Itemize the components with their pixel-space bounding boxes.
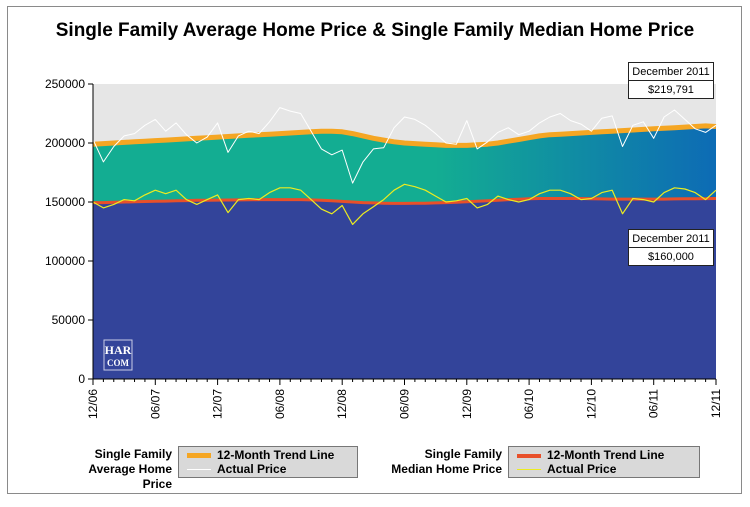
chart-frame bbox=[7, 6, 742, 494]
median-area bbox=[93, 198, 716, 379]
y-tick-label: 150000 bbox=[45, 195, 85, 209]
legend-swatch-median-actual bbox=[517, 469, 541, 471]
average-trend-line bbox=[92, 123, 717, 148]
callout-average-label: December 2011 bbox=[629, 63, 713, 81]
legend-median-trend-label: 12-Month Trend Line bbox=[547, 448, 665, 462]
callout-median-value: $160,000 bbox=[648, 251, 694, 263]
legend-average-actual: Actual Price bbox=[187, 462, 286, 477]
y-tick-label: 0 bbox=[78, 372, 85, 386]
legend-average-label-line2: Average Home Price bbox=[88, 462, 172, 491]
callout-median: December 2011 $160,000 bbox=[628, 229, 714, 266]
x-tick-label: 12/06 bbox=[86, 389, 100, 419]
y-tick-label: 100000 bbox=[45, 254, 85, 268]
legend-median-trend: 12-Month Trend Line bbox=[517, 448, 664, 463]
har-logo-text: HAR bbox=[105, 343, 132, 357]
median-trend-line bbox=[93, 197, 717, 205]
x-tick-label: 06/11 bbox=[647, 389, 661, 418]
y-tick-label: 200000 bbox=[45, 136, 85, 150]
legend-average-trend-label: 12-Month Trend Line bbox=[217, 448, 335, 462]
legend-median-actual-label: Actual Price bbox=[547, 462, 617, 476]
legend-average-trend: 12-Month Trend Line bbox=[187, 448, 334, 463]
x-tick-label: 06/09 bbox=[398, 389, 412, 419]
har-logo-frame bbox=[103, 339, 133, 371]
legend-average-label-line1: Single Family bbox=[94, 447, 172, 461]
legend-swatch-average-trend bbox=[187, 453, 211, 459]
x-tick-label: 06/10 bbox=[522, 389, 536, 419]
y-tick-label: 250000 bbox=[45, 77, 85, 91]
x-tick-label: 12/09 bbox=[460, 389, 474, 419]
x-tick-label: 12/11 bbox=[709, 389, 723, 418]
x-tick-label: 06/07 bbox=[148, 389, 162, 419]
median-actual-line bbox=[92, 183, 717, 225]
callout-median-label: December 2011 bbox=[629, 230, 713, 248]
legend-swatch-median-trend bbox=[517, 453, 541, 458]
callout-average: December 2011 $219,791 bbox=[628, 62, 714, 99]
x-tick-label: 12/07 bbox=[211, 389, 225, 419]
x-tick-label: 12/08 bbox=[335, 389, 349, 419]
average-band-area bbox=[93, 125, 716, 204]
har-logo-subtext: COM bbox=[107, 358, 130, 368]
chart-title: Single Family Average Home Price & Singl… bbox=[55, 20, 695, 41]
legend-average-box: 12-Month Trend Line Actual Price bbox=[178, 446, 358, 478]
legend-median-actual: Actual Price bbox=[517, 462, 616, 477]
callout-average-value: $219,791 bbox=[648, 84, 694, 96]
legend-average-label: Single Family Average Home Price bbox=[60, 447, 172, 492]
legend-median-label-line2: Median Home Price bbox=[391, 462, 502, 476]
legend-median-label-line1: Single Family bbox=[424, 447, 502, 461]
x-tick-label: 12/10 bbox=[584, 389, 598, 419]
average-actual-line bbox=[92, 107, 717, 184]
legend-average-actual-label: Actual Price bbox=[217, 462, 287, 476]
legend-swatch-average-actual bbox=[187, 469, 211, 471]
legend-median-label: Single Family Median Home Price bbox=[380, 447, 502, 477]
legend-median-box: 12-Month Trend Line Actual Price bbox=[508, 446, 700, 478]
x-tick-label: 06/08 bbox=[273, 389, 287, 419]
y-tick-label: 50000 bbox=[52, 313, 86, 327]
